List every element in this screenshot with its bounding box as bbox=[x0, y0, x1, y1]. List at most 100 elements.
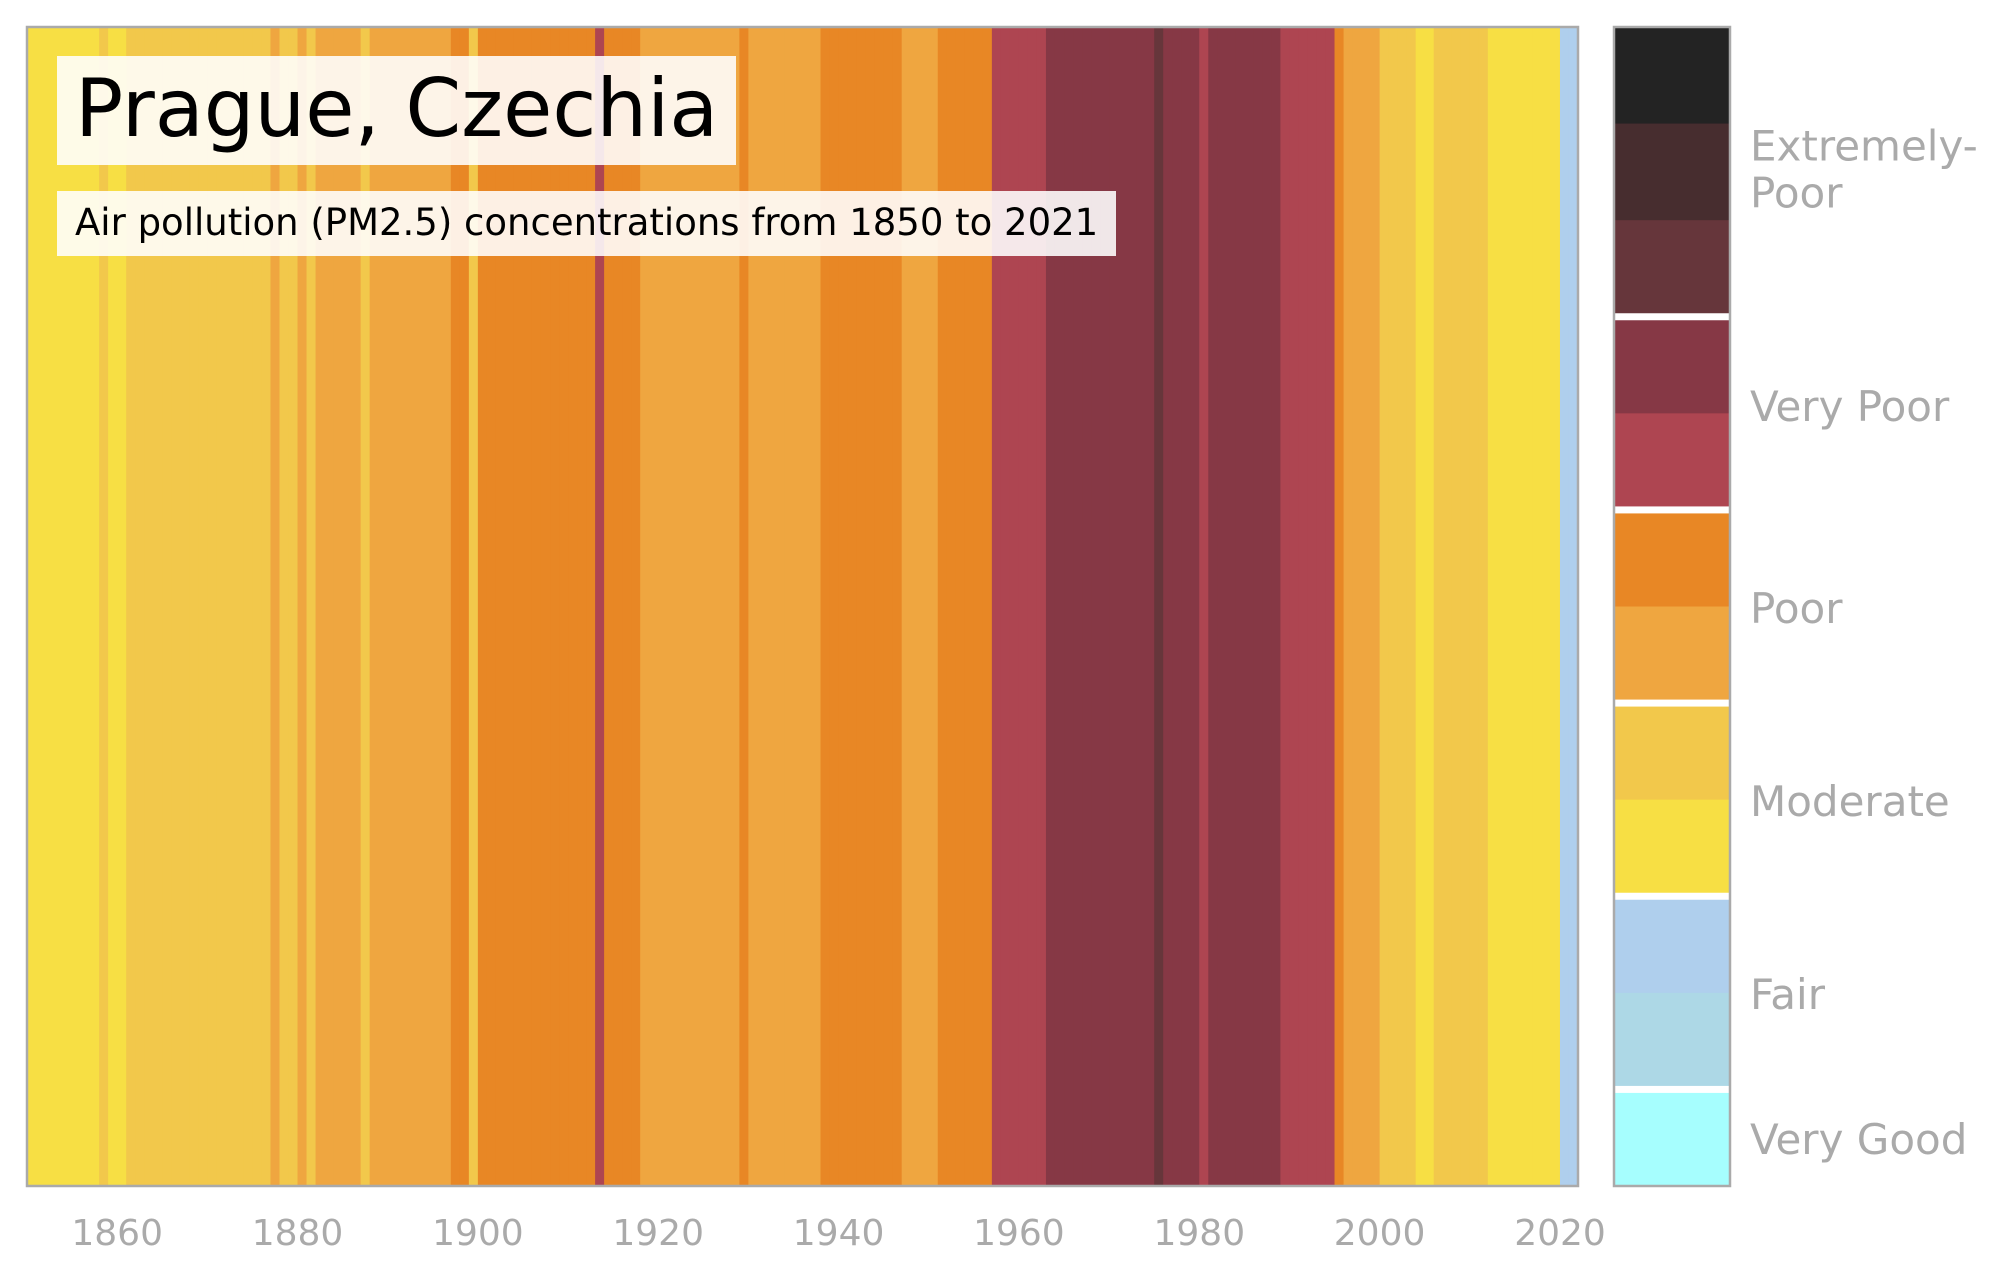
legend-separator bbox=[1614, 313, 1730, 321]
year-stripe-1865 bbox=[162, 27, 172, 1186]
legend-label: Fair bbox=[1750, 970, 1826, 1019]
year-stripe-1966 bbox=[1073, 27, 1083, 1186]
subtitle-box: Air pollution (PM2.5) concentrations fro… bbox=[57, 191, 1117, 256]
year-stripe-2014 bbox=[1505, 27, 1516, 1186]
year-stripe-1899 bbox=[468, 27, 479, 1186]
year-stripe-1969 bbox=[1100, 27, 1110, 1186]
year-stripe-1904 bbox=[513, 27, 524, 1186]
x-tick-label: 1880 bbox=[252, 1213, 344, 1254]
year-stripe-1959 bbox=[1009, 27, 1020, 1186]
year-stripe-1957 bbox=[991, 27, 1002, 1186]
year-stripe-1912 bbox=[586, 27, 596, 1186]
year-stripe-1895 bbox=[432, 27, 443, 1186]
year-stripe-1873 bbox=[234, 27, 245, 1186]
year-stripe-2011 bbox=[1478, 27, 1489, 1186]
year-stripe-1933 bbox=[775, 27, 786, 1186]
year-stripe-2010 bbox=[1469, 27, 1480, 1186]
year-stripe-1924 bbox=[694, 27, 704, 1186]
year-stripe-1961 bbox=[1027, 27, 1038, 1186]
year-stripe-1996 bbox=[1343, 27, 1354, 1186]
year-stripes bbox=[27, 27, 1579, 1186]
year-stripe-1860 bbox=[117, 27, 127, 1186]
year-stripe-1887 bbox=[360, 27, 371, 1186]
year-stripe-1953 bbox=[955, 27, 966, 1186]
legend-label: Moderate bbox=[1750, 777, 1950, 826]
legend-segment-moderate-1 bbox=[1614, 799, 1730, 897]
x-tick-label: 1940 bbox=[793, 1213, 885, 1254]
year-stripe-1868 bbox=[189, 27, 199, 1186]
legend-colorbar bbox=[1614, 27, 1730, 1187]
year-stripe-1894 bbox=[423, 27, 434, 1186]
year-stripe-1976 bbox=[1163, 27, 1173, 1186]
year-stripe-1943 bbox=[865, 27, 876, 1186]
legend-labels: Extremely-Poor Very Poor Poor Moderate Fair V… bbox=[1750, 122, 1978, 1165]
year-stripe-1983 bbox=[1226, 27, 1236, 1186]
year-stripe-1984 bbox=[1235, 27, 1245, 1186]
year-stripe-1965 bbox=[1064, 27, 1074, 1186]
year-stripe-1937 bbox=[811, 27, 822, 1186]
year-stripe-2002 bbox=[1397, 27, 1408, 1186]
year-stripe-1884 bbox=[333, 27, 344, 1186]
year-stripe-2004 bbox=[1415, 27, 1426, 1186]
chart-subtitle: Air pollution (PM2.5) concentrations fro… bbox=[75, 201, 1099, 244]
year-stripe-1920 bbox=[658, 27, 668, 1186]
year-stripe-1995 bbox=[1334, 27, 1345, 1186]
year-stripe-1906 bbox=[531, 27, 542, 1186]
year-stripe-2019 bbox=[1550, 27, 1561, 1186]
year-stripe-2013 bbox=[1496, 27, 1507, 1186]
title-box: Prague, Czechia bbox=[57, 56, 737, 165]
year-stripe-1993 bbox=[1316, 27, 1327, 1186]
year-stripe-2008 bbox=[1451, 27, 1462, 1186]
year-stripe-1975 bbox=[1154, 27, 1164, 1186]
year-stripe-1927 bbox=[721, 27, 731, 1186]
year-stripe-1922 bbox=[676, 27, 686, 1186]
year-stripe-1907 bbox=[540, 27, 551, 1186]
year-stripe-1919 bbox=[649, 27, 659, 1186]
year-stripe-1862 bbox=[135, 27, 145, 1186]
year-stripe-1986 bbox=[1253, 27, 1263, 1186]
legend-separator bbox=[1614, 506, 1730, 514]
year-stripe-1913 bbox=[595, 27, 605, 1186]
year-stripe-1945 bbox=[883, 27, 894, 1186]
year-stripe-2017 bbox=[1532, 27, 1543, 1186]
year-stripe-1964 bbox=[1054, 27, 1065, 1186]
year-stripe-1863 bbox=[144, 27, 154, 1186]
year-stripe-1960 bbox=[1018, 27, 1029, 1186]
legend-segment-fair-2 bbox=[1614, 896, 1730, 994]
year-stripe-1940 bbox=[838, 27, 849, 1186]
year-stripe-1979 bbox=[1190, 27, 1200, 1186]
legend-separator bbox=[1614, 699, 1730, 707]
year-stripe-1941 bbox=[847, 27, 858, 1186]
year-stripe-1871 bbox=[216, 27, 226, 1186]
year-stripe-1926 bbox=[712, 27, 722, 1186]
year-stripe-1972 bbox=[1127, 27, 1137, 1186]
legend-segment-extremely-poor-3 bbox=[1614, 27, 1730, 125]
year-stripe-1858 bbox=[99, 27, 109, 1186]
x-axis-ticks: 1860 1880 1900 1920 1940 1960 1980 2000 2020 bbox=[71, 1213, 1605, 1254]
year-stripe-1985 bbox=[1244, 27, 1254, 1186]
year-stripe-1877 bbox=[270, 27, 281, 1186]
year-stripe-1990 bbox=[1289, 27, 1300, 1186]
year-stripe-1880 bbox=[297, 27, 308, 1186]
year-stripe-1948 bbox=[910, 27, 921, 1186]
year-stripe-1897 bbox=[450, 27, 461, 1186]
year-stripe-2009 bbox=[1460, 27, 1471, 1186]
year-stripe-1974 bbox=[1145, 27, 1155, 1186]
legend-segment-fair-1 bbox=[1614, 992, 1730, 1091]
year-stripe-2006 bbox=[1433, 27, 1444, 1186]
year-stripe-1970 bbox=[1109, 27, 1119, 1186]
legend-label: Very Good bbox=[1750, 1115, 1967, 1164]
year-stripe-1921 bbox=[667, 27, 677, 1186]
x-tick-label: 2000 bbox=[1334, 1213, 1426, 1254]
year-stripe-1936 bbox=[802, 27, 813, 1186]
legend-segment-poor-1 bbox=[1614, 606, 1730, 704]
year-stripe-1901 bbox=[486, 27, 497, 1186]
year-stripe-1903 bbox=[504, 27, 515, 1186]
year-stripe-1867 bbox=[180, 27, 190, 1186]
year-stripe-1934 bbox=[784, 27, 795, 1186]
legend-segment-extremely-poor-2 bbox=[1614, 123, 1730, 221]
year-stripe-1971 bbox=[1118, 27, 1128, 1186]
year-stripe-1908 bbox=[550, 27, 560, 1186]
year-stripe-1892 bbox=[405, 27, 416, 1186]
year-stripe-1888 bbox=[369, 27, 380, 1186]
